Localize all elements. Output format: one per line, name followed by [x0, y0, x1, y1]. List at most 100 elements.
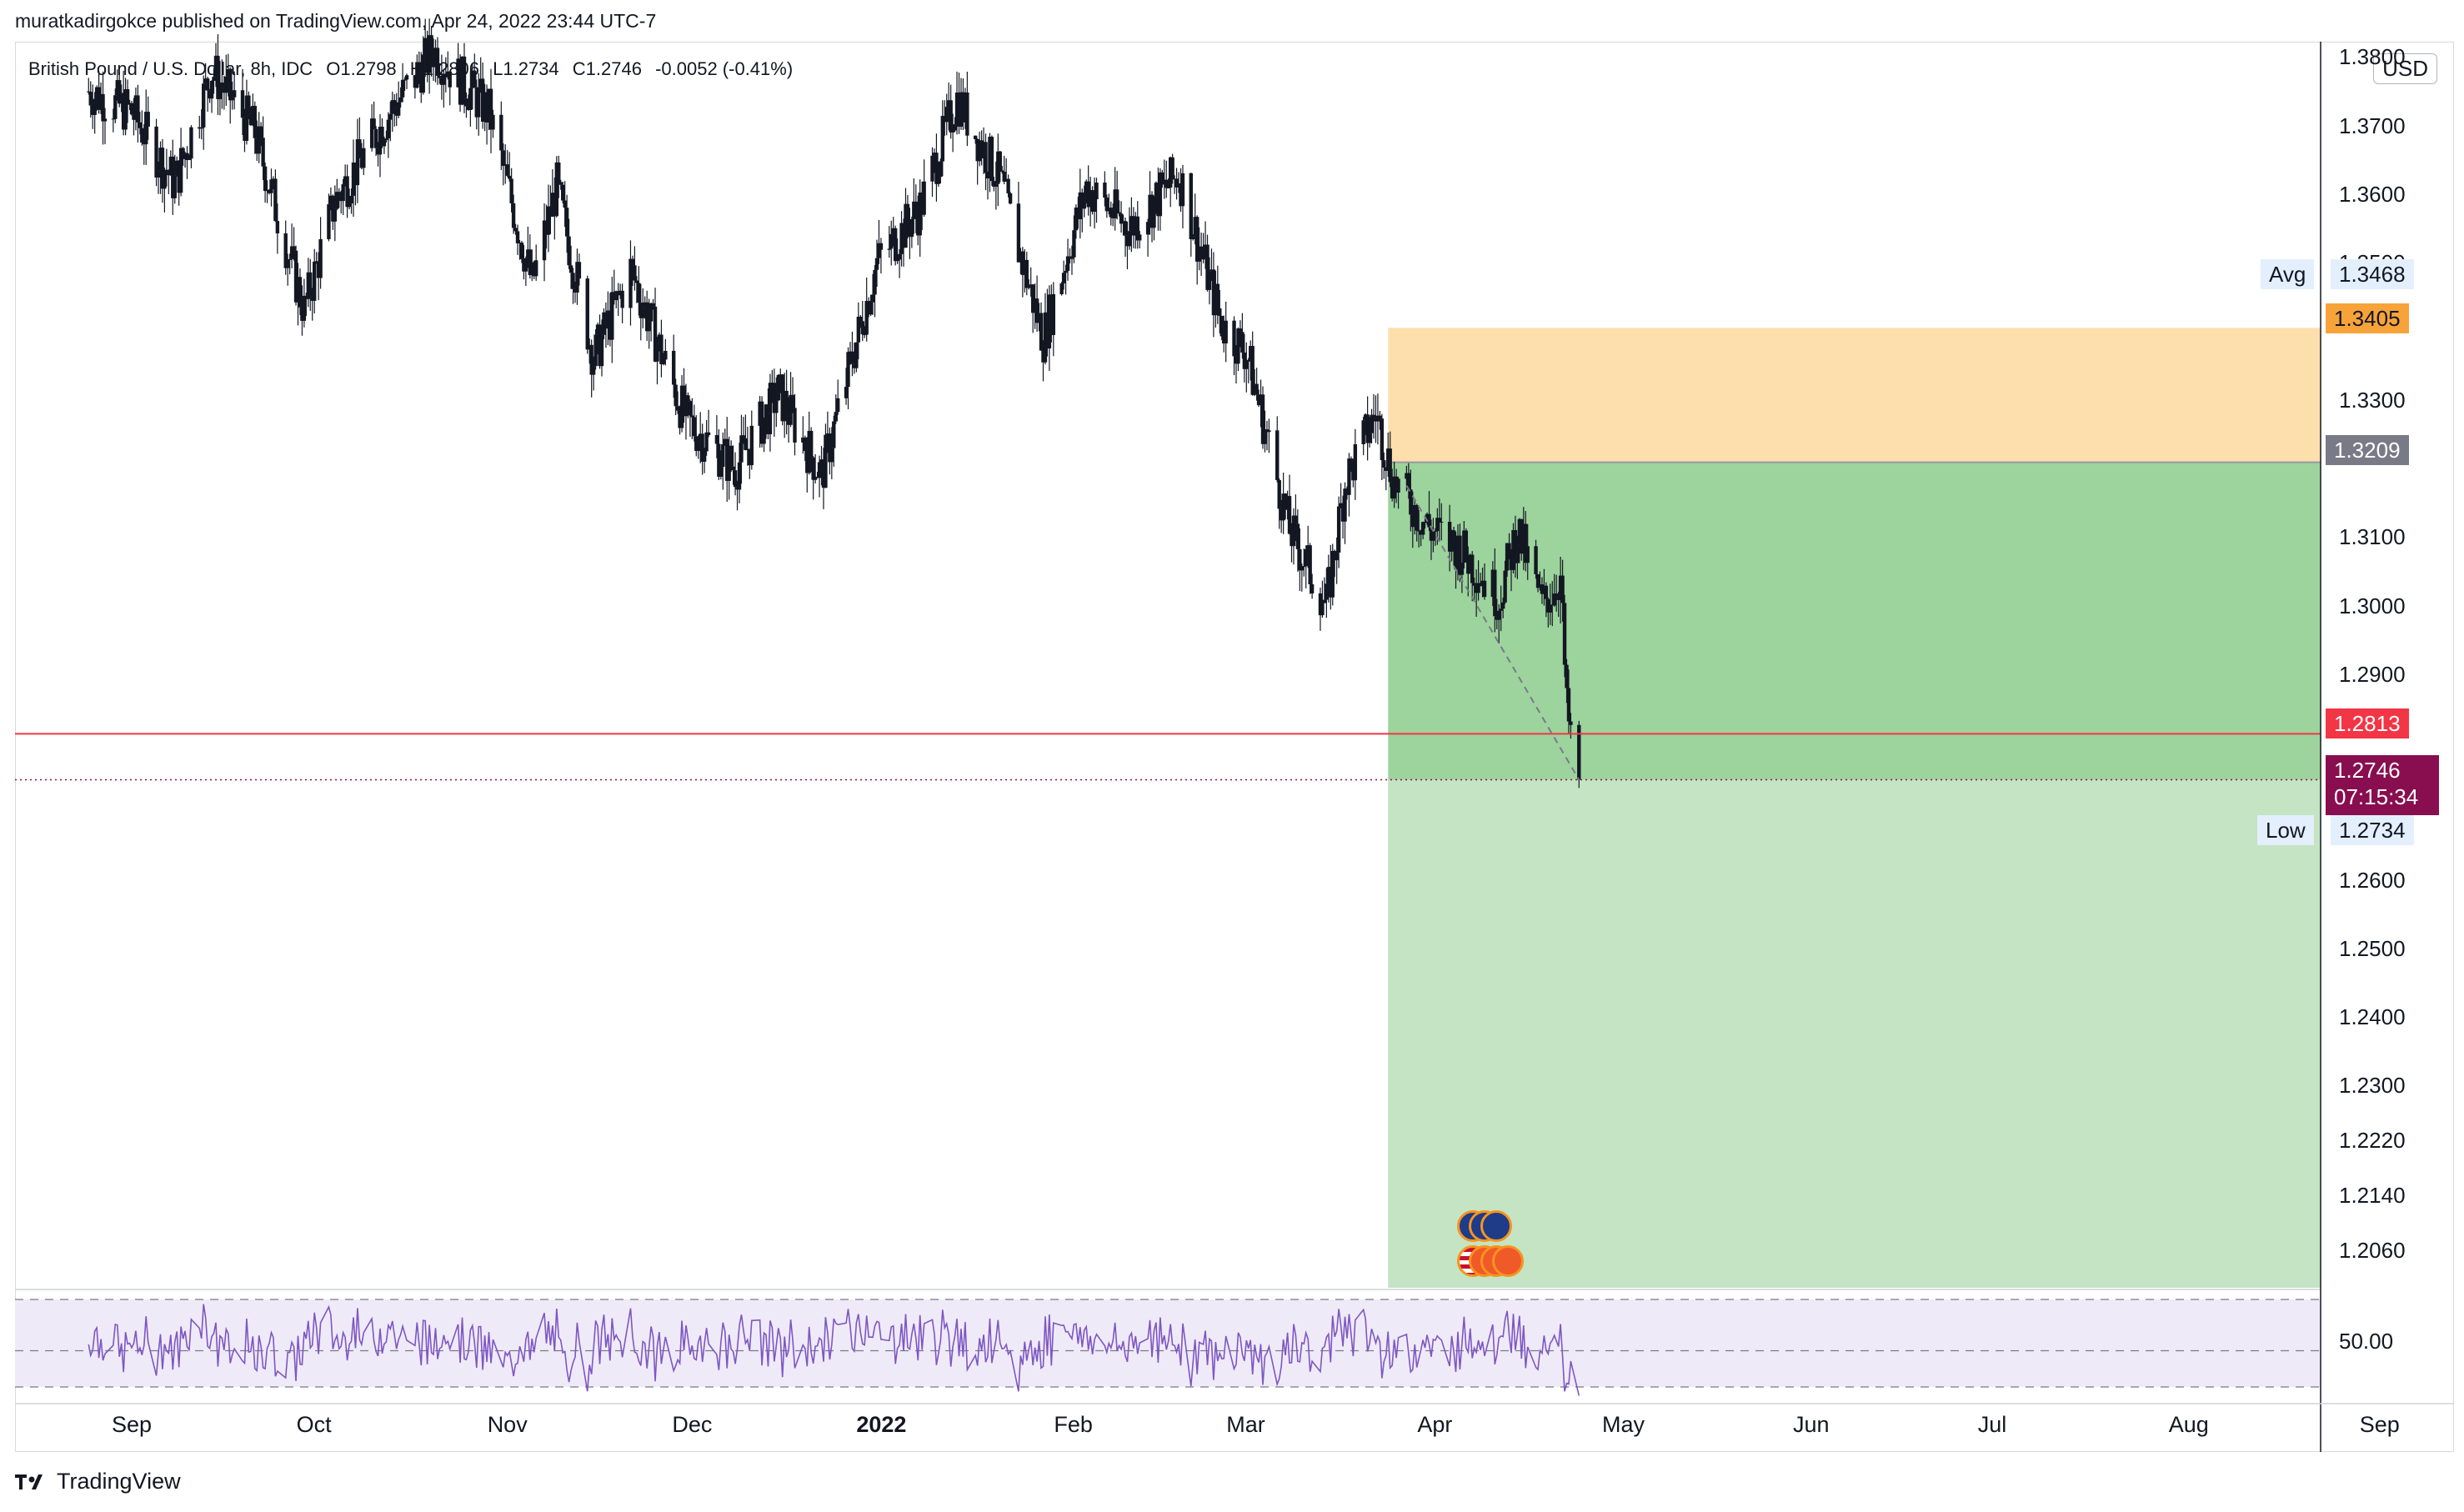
last-price-tag: 1.2746 07:15:34 [2326, 755, 2439, 815]
y-tick-label: 1.2060 [2339, 1237, 2406, 1263]
candle [758, 395, 762, 448]
candle [864, 278, 869, 342]
candle [1117, 200, 1121, 217]
candle [721, 432, 725, 490]
candle [1431, 518, 1435, 553]
candle [909, 216, 914, 248]
currency-selector[interactable]: USD [2373, 53, 2437, 84]
candle [599, 319, 604, 377]
candle [696, 435, 700, 459]
candle [891, 217, 895, 247]
candle [904, 188, 908, 248]
candle [1134, 212, 1138, 249]
candle [963, 88, 968, 129]
y-tick-label: 1.2500 [2339, 935, 2406, 961]
candle [1209, 248, 1214, 282]
candle [634, 276, 639, 303]
candle [764, 403, 769, 439]
candle [248, 107, 253, 126]
candle [1043, 293, 1048, 365]
tradingview-brand[interactable]: TradingView [15, 1469, 181, 1494]
bar-countdown: 07:15:34 [2334, 784, 2419, 809]
candle [1125, 221, 1129, 270]
candle [462, 43, 467, 113]
candle [1347, 453, 1351, 517]
candle [1168, 156, 1173, 208]
candle [119, 84, 123, 113]
candle [1302, 548, 1306, 577]
candle [998, 150, 1002, 183]
candle [1166, 178, 1170, 189]
candle [1388, 431, 1392, 488]
candle [629, 240, 633, 326]
candle [856, 302, 861, 360]
candle [304, 293, 308, 317]
candle [1193, 193, 1197, 245]
candle [503, 144, 508, 184]
candle [1218, 289, 1222, 333]
candle [1290, 523, 1294, 563]
candle [922, 159, 926, 218]
candle [208, 88, 212, 103]
candle [1030, 283, 1035, 333]
candle [653, 288, 658, 363]
candle [1232, 316, 1236, 376]
candle [1320, 580, 1325, 618]
candle [828, 427, 832, 475]
candle [213, 43, 218, 88]
candle [1374, 395, 1378, 443]
candle [158, 141, 163, 194]
candle [1335, 537, 1339, 584]
candle [1300, 563, 1305, 592]
candle [163, 168, 167, 213]
candle [1034, 275, 1039, 333]
candle [1148, 171, 1152, 235]
candle [532, 260, 536, 279]
candle [657, 332, 662, 352]
candle [936, 161, 941, 188]
open-profit-zone[interactable] [1388, 462, 2321, 780]
candle [959, 78, 964, 130]
candle [146, 96, 150, 140]
candle [809, 427, 814, 473]
avg-value-tag: 1.3468 [2331, 259, 2414, 289]
candle [1345, 486, 1350, 500]
candle [1384, 467, 1388, 491]
candle [854, 342, 859, 373]
candle [1255, 368, 1259, 401]
uk-flag-icon[interactable] [1480, 1210, 1512, 1242]
event-icon[interactable] [1492, 1245, 1524, 1277]
candle [651, 298, 655, 310]
candle [901, 218, 906, 267]
candle [382, 136, 387, 154]
y-tick-label: 1.2300 [2339, 1073, 2406, 1099]
candle [140, 110, 144, 146]
candle [957, 73, 961, 134]
x-tick-label: 2022 [856, 1412, 907, 1437]
trend-projection-line[interactable] [1405, 485, 1580, 780]
candle [593, 329, 598, 370]
candle [899, 211, 904, 267]
candle [1008, 192, 1013, 205]
candle [612, 269, 616, 305]
target-zone[interactable] [1388, 779, 2321, 1288]
candle [1016, 182, 1021, 263]
candle [1339, 483, 1343, 508]
stop-loss-zone[interactable] [1388, 328, 2321, 463]
candle [1343, 482, 1347, 544]
candle [953, 117, 957, 133]
candle [509, 168, 513, 213]
candle [985, 171, 990, 200]
candle [394, 93, 398, 127]
candle [103, 108, 108, 145]
candle [230, 81, 234, 110]
candle [984, 133, 988, 191]
candle [1033, 283, 1037, 329]
entry-price-text: 1.3209 [2334, 438, 2401, 463]
candle [554, 156, 559, 218]
candle [378, 113, 383, 178]
candle [199, 109, 203, 140]
x-tick-label: Aug [2168, 1412, 2209, 1437]
y-tick-label: 1.2140 [2339, 1182, 2406, 1208]
